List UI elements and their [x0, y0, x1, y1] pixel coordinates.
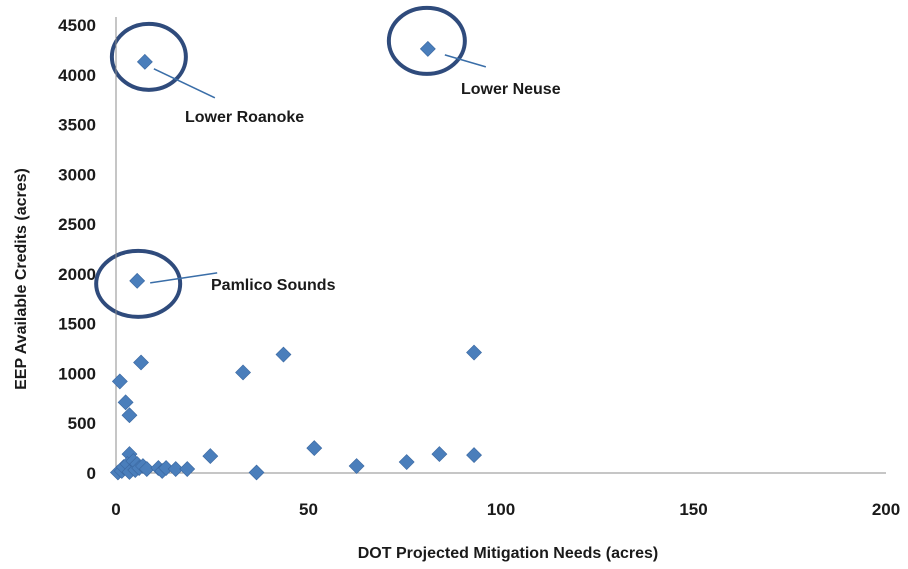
- data-point: [133, 354, 149, 371]
- y-tick-label: 500: [68, 414, 96, 433]
- y-axis-ticks: 0 500 1000 1500 2000 2500 3000 3500 4000 4500: [58, 16, 96, 483]
- y-tick-label: 3500: [58, 116, 96, 135]
- data-point: [419, 40, 436, 57]
- data-point: [202, 448, 219, 464]
- annotation-label: Pamlico Sounds: [211, 277, 336, 294]
- y-tick-label: 4000: [58, 66, 96, 85]
- annotation-label: Lower Roanoke: [185, 109, 304, 126]
- data-point: [431, 446, 448, 463]
- data-point: [306, 440, 323, 457]
- data-point: [275, 346, 292, 363]
- y-tick-label: 1000: [58, 364, 96, 383]
- annotation-leader-line: [444, 54, 487, 68]
- data-point: [138, 461, 155, 477]
- y-tick-label: 1500: [58, 315, 96, 334]
- y-tick-label: 2500: [58, 215, 96, 234]
- x-axis-label: DOT Projected Mitigation Needs (acres): [358, 545, 659, 562]
- x-tick-label: 100: [487, 500, 515, 519]
- annotation-circle: [386, 5, 467, 76]
- data-point: [398, 454, 415, 470]
- annotation-leader-lines: [150, 54, 487, 284]
- data-point: [158, 460, 174, 476]
- x-tick-label: 0: [111, 500, 120, 519]
- annotation-circle: [109, 21, 188, 92]
- data-point: [136, 53, 153, 70]
- y-tick-label: 2000: [58, 265, 96, 284]
- data-point: [111, 373, 128, 390]
- data-point: [129, 272, 146, 289]
- data-point: [179, 461, 196, 477]
- annotation-circles: [94, 5, 467, 319]
- x-axis-ticks: 0 50 100 150 200: [111, 500, 900, 519]
- x-tick-label: 150: [679, 500, 707, 519]
- data-point: [248, 464, 265, 481]
- annotation-labels: Lower Roanoke Lower Neuse Pamlico Sounds: [185, 81, 561, 294]
- data-point: [235, 364, 251, 381]
- y-tick-label: 0: [87, 464, 96, 483]
- annotation-circle: [94, 248, 183, 319]
- data-point: [121, 407, 138, 424]
- annotation-label: Lower Neuse: [461, 81, 561, 98]
- data-point: [167, 461, 184, 477]
- data-point: [466, 344, 482, 361]
- annotation-leader-line: [153, 68, 216, 99]
- data-point: [348, 458, 365, 474]
- data-points: [110, 40, 482, 481]
- y-axis-label: EEP Available Credits (acres): [13, 168, 30, 390]
- data-point: [117, 394, 134, 411]
- data-point: [466, 447, 482, 464]
- annotation-leader-line: [150, 272, 218, 284]
- x-tick-label: 50: [299, 500, 318, 519]
- x-tick-label: 200: [872, 500, 900, 519]
- y-tick-label: 3000: [58, 165, 96, 184]
- y-tick-label: 4500: [58, 16, 96, 35]
